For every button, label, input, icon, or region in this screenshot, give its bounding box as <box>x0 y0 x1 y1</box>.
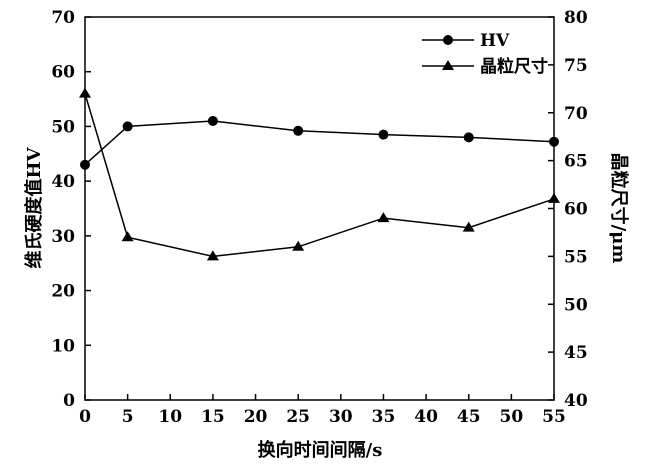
x-axis-label: 换向时间间隔/s <box>258 439 383 461</box>
y-axis-left-label: 维氏硬度值HV <box>23 146 45 268</box>
legend-marker-grain <box>442 60 454 70</box>
grain-size-point <box>292 240 305 251</box>
y-right-tick-label: 40 <box>564 391 588 411</box>
x-tick-label: 55 <box>542 407 566 427</box>
series-line-1 <box>84 93 555 258</box>
hv-point <box>463 132 474 143</box>
grain-size-point <box>462 221 475 232</box>
hv-point <box>80 159 90 170</box>
hv-point <box>549 136 559 147</box>
grain-size-point <box>121 231 134 242</box>
x-tick-label: 35 <box>372 407 396 427</box>
y-right-tick-label: 55 <box>564 247 588 267</box>
y-right-tick-label: 60 <box>564 200 588 220</box>
y-left-tick-label: 10 <box>51 336 75 356</box>
x-tick-label: 5 <box>122 407 134 427</box>
y-left-tick-label: 50 <box>51 117 75 137</box>
y-right-tick-label: 65 <box>564 152 588 172</box>
hv-point <box>122 121 133 132</box>
y-right-tick-label: 50 <box>564 295 588 315</box>
legend-marker-hv <box>443 35 453 45</box>
axis-ticks: 0 5 10 15 20 25 30 35 40 45 50 55 0 10 20 30 40 50 60 70 40 4… <box>51 8 588 427</box>
x-tick-label: 25 <box>286 407 310 427</box>
grain-size-point <box>79 87 91 98</box>
hv-point <box>293 125 304 136</box>
legend-label-hv: HV <box>480 31 510 51</box>
y-left-tick-label: 20 <box>51 282 75 302</box>
legend-label-grain: 晶粒尺寸 <box>480 56 548 77</box>
x-tick-label: 15 <box>201 407 225 427</box>
grain-size-point <box>548 192 560 203</box>
x-tick-label: 50 <box>500 407 524 427</box>
y-left-tick-label: 0 <box>63 391 75 411</box>
legend: HV 晶粒尺寸 <box>422 31 548 77</box>
hv-point <box>378 129 389 140</box>
hv-point <box>207 115 218 126</box>
x-tick-label: 10 <box>158 407 182 427</box>
y-left-tick-label: 40 <box>51 172 75 192</box>
y-axis-right-label: 晶粒尺寸/μm <box>608 153 630 264</box>
y-right-tick-label: 70 <box>564 104 588 124</box>
y-right-tick-label: 75 <box>564 56 588 76</box>
y-left-tick-label: 60 <box>51 63 75 83</box>
x-tick-label: 0 <box>79 407 91 427</box>
grain-size-point <box>206 250 219 261</box>
x-tick-label: 45 <box>457 407 481 427</box>
y-right-tick-label: 80 <box>564 8 588 28</box>
series-line-0 <box>84 120 555 166</box>
grain-size-point <box>377 212 390 223</box>
x-tick-label: 20 <box>244 407 268 427</box>
y-left-tick-label: 30 <box>51 227 75 247</box>
x-tick-label: 30 <box>329 407 353 427</box>
x-tick-label: 40 <box>414 407 438 427</box>
series-layer <box>79 87 560 261</box>
y-right-tick-label: 45 <box>564 343 588 363</box>
y-left-tick-label: 70 <box>51 8 75 28</box>
